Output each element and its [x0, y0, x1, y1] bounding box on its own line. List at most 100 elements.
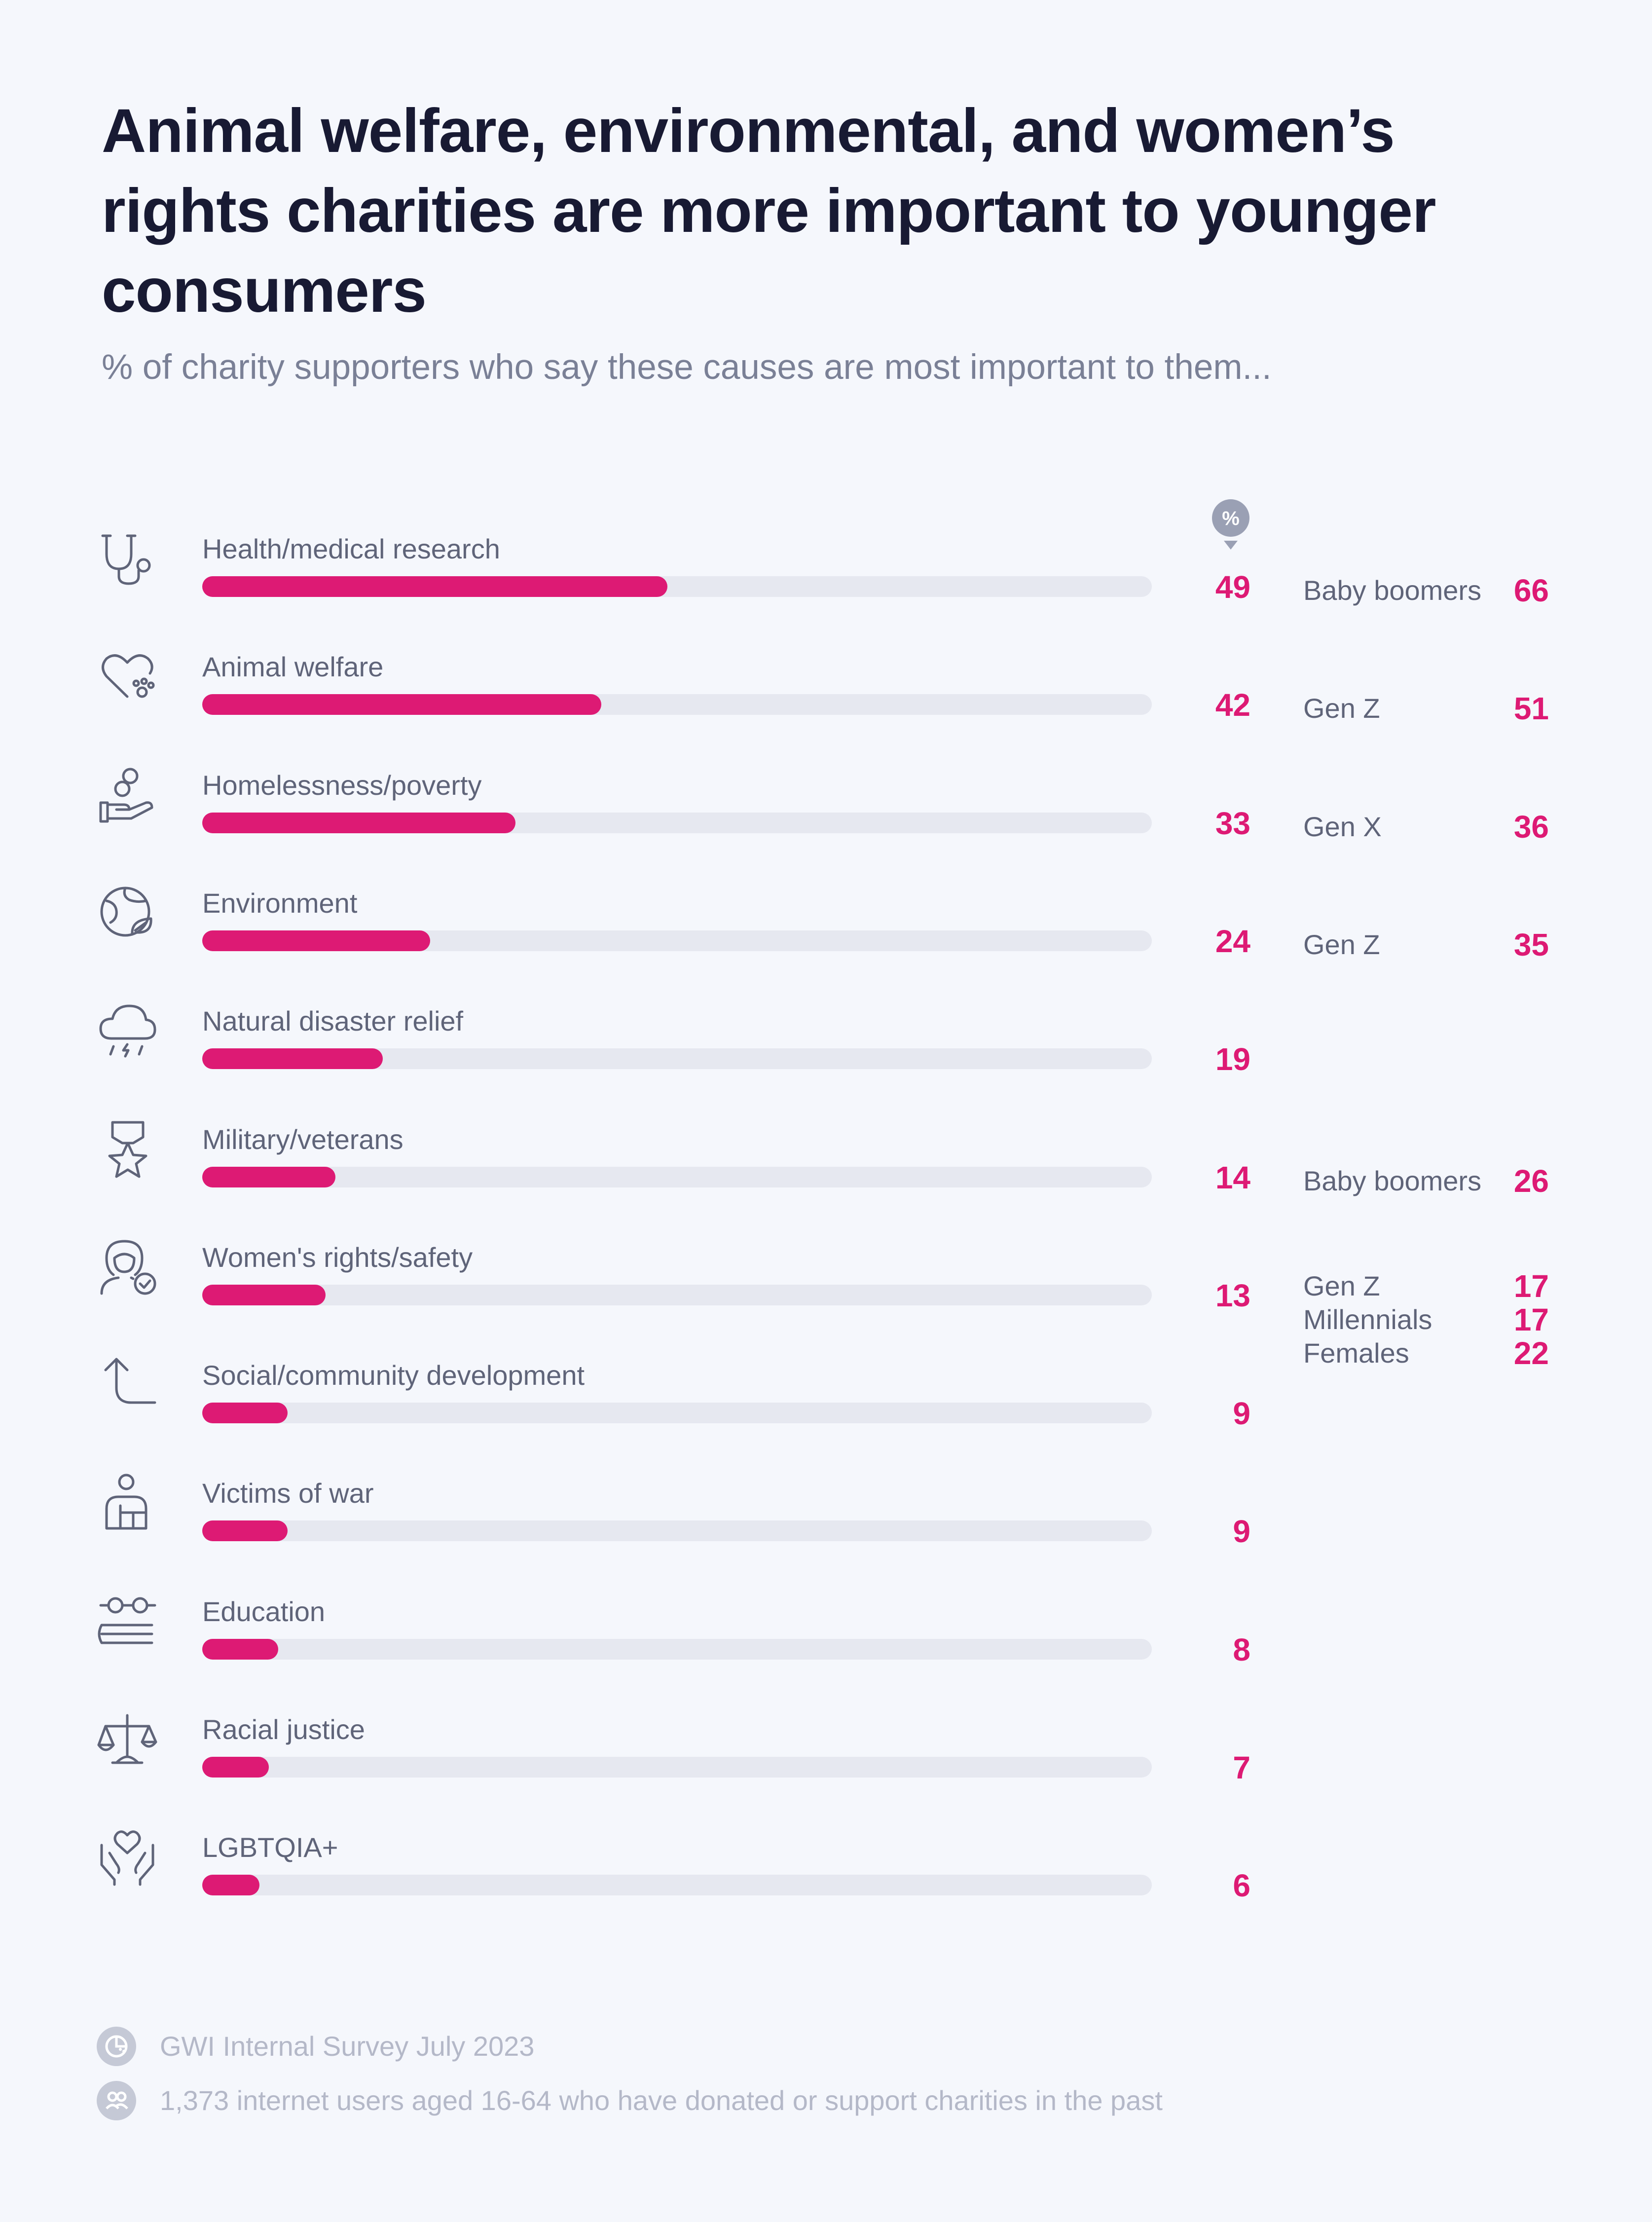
data-label: 6: [1233, 1868, 1250, 1904]
category-label: Animal welfare: [202, 651, 384, 683]
bar-track: [202, 694, 1152, 715]
category-label: Natural disaster relief: [202, 1005, 464, 1037]
people-icon: [97, 2081, 136, 2120]
highlight-group: Millennials: [1303, 1303, 1432, 1335]
data-label: 33: [1215, 805, 1250, 841]
category-label: Women's rights/safety: [202, 1241, 473, 1273]
highlight-group: Baby boomers: [1303, 1165, 1482, 1196]
highlight-value: 36: [1513, 809, 1549, 845]
data-label: 14: [1215, 1159, 1250, 1195]
bar-row: Social/community development 9: [0, 1358, 1652, 1477]
data-label: 7: [1233, 1750, 1250, 1785]
highlight-item: Females 22: [1303, 1336, 1549, 1370]
bar: [202, 576, 667, 597]
bar: [202, 1284, 326, 1305]
highlight-item: Baby boomers 26: [1303, 1164, 1549, 1198]
woman-check-icon: [97, 1235, 158, 1297]
highlight-value: 26: [1513, 1163, 1549, 1199]
category-label: Education: [202, 1595, 326, 1627]
heart-paw-icon: [97, 645, 158, 706]
highlight-group: Females: [1303, 1337, 1409, 1369]
bar: [202, 1875, 259, 1896]
pie-chart-icon: [97, 2027, 136, 2066]
highlight-group: Gen Z: [1303, 1270, 1380, 1301]
bar: [202, 812, 515, 833]
bar-row: LGBTQIA+ 6: [0, 1830, 1652, 1949]
bar-row: Environment 24 Gen Z 35: [0, 886, 1652, 1004]
highlight-value: 51: [1513, 691, 1549, 727]
data-label: 49: [1215, 569, 1250, 605]
bar-track: [202, 1520, 1152, 1542]
bar-row: Health/medical research 49 Baby boomers 66: [0, 532, 1652, 650]
bar-row: Education 8: [0, 1594, 1652, 1713]
bar: [202, 930, 430, 951]
bar-track: [202, 1284, 1152, 1305]
category-label: Environment: [202, 887, 358, 919]
bar-track: [202, 812, 1152, 833]
data-label: 13: [1215, 1277, 1250, 1313]
medal-star-icon: [97, 1117, 158, 1179]
category-label: Homelessness/poverty: [202, 769, 482, 801]
hand-coins-icon: [97, 763, 158, 825]
data-label: 19: [1215, 1041, 1250, 1077]
highlight-value: 66: [1513, 573, 1549, 608]
bar-track: [202, 930, 1152, 951]
footer-source: GWI Internal Survey July 2023: [97, 2027, 1478, 2066]
highlight-value: 22: [1513, 1335, 1549, 1371]
bar: [202, 1757, 269, 1778]
source-text: GWI Internal Survey July 2023: [160, 2031, 535, 2062]
bar: [202, 1520, 288, 1542]
bar-row: Women's rights/safety 13 Gen Z 17 Millennial…: [0, 1240, 1652, 1370]
bar: [202, 694, 601, 715]
percent-badge: %: [1211, 498, 1250, 553]
bar-row: Natural disaster relief 19: [0, 1004, 1652, 1122]
bar-track: [202, 576, 1152, 597]
bar-row: Victims of war 9: [0, 1474, 1652, 1594]
bar: [202, 1403, 288, 1424]
footer-sample: 1,373 internet users aged 16-64 who have…: [97, 2081, 1478, 2120]
data-label: 9: [1233, 1396, 1250, 1432]
data-label: 42: [1215, 687, 1250, 723]
highlight-value: 35: [1513, 926, 1549, 963]
bar-track: [202, 1875, 1152, 1896]
highlight-item: Gen Z 17: [1303, 1269, 1549, 1303]
glasses-book-icon: [97, 1590, 158, 1651]
data-label: 9: [1233, 1514, 1250, 1550]
category-label: Military/veterans: [202, 1123, 404, 1155]
bar-row: Racial justice 7: [0, 1712, 1652, 1831]
bar-track: [202, 1638, 1152, 1660]
category-label: Social/community development: [202, 1360, 585, 1391]
category-label: Racial justice: [202, 1714, 365, 1745]
percent-badge-label: %: [1222, 508, 1240, 529]
bar: [202, 1166, 335, 1187]
bar: [202, 1048, 383, 1070]
highlight-group: Gen Z: [1303, 693, 1380, 724]
chart-title: Animal welfare, environmental, and women…: [102, 97, 1436, 325]
data-label: 8: [1233, 1631, 1250, 1667]
highlight-item: Gen Z 35: [1303, 927, 1549, 962]
arrow-up-turn-icon: [97, 1353, 158, 1415]
storm-cloud-icon: [97, 999, 158, 1061]
bar: [202, 1638, 278, 1660]
globe-leaf-icon: [97, 881, 158, 943]
category-label: Health/medical research: [202, 533, 500, 564]
bar-track: [202, 1757, 1152, 1778]
highlight-group: Gen X: [1303, 811, 1382, 842]
highlight-value: 17: [1513, 1301, 1549, 1337]
highlight-item: Gen Z 51: [1303, 691, 1549, 726]
highlight-item: Gen X 36: [1303, 810, 1549, 844]
bar-track: [202, 1048, 1152, 1070]
category-label: Victims of war: [202, 1478, 374, 1509]
highlight-group: Baby boomers: [1303, 575, 1482, 606]
highlight-group: Gen Z: [1303, 928, 1380, 960]
bar-row: Animal welfare 42 Gen Z 51: [0, 650, 1652, 768]
bar-row: Homelessness/poverty 33 Gen X 36: [0, 768, 1652, 887]
bar-track: [202, 1166, 1152, 1187]
bar-track: [202, 1403, 1152, 1424]
scales-icon: [97, 1707, 158, 1769]
hands-heart-icon: [97, 1825, 158, 1887]
person-injured-icon: [97, 1471, 158, 1533]
chart-subtitle: % of charity supporters who say these ca…: [102, 348, 1272, 387]
highlight-item: Millennials 17: [1303, 1302, 1549, 1337]
highlight-value: 17: [1513, 1268, 1549, 1304]
